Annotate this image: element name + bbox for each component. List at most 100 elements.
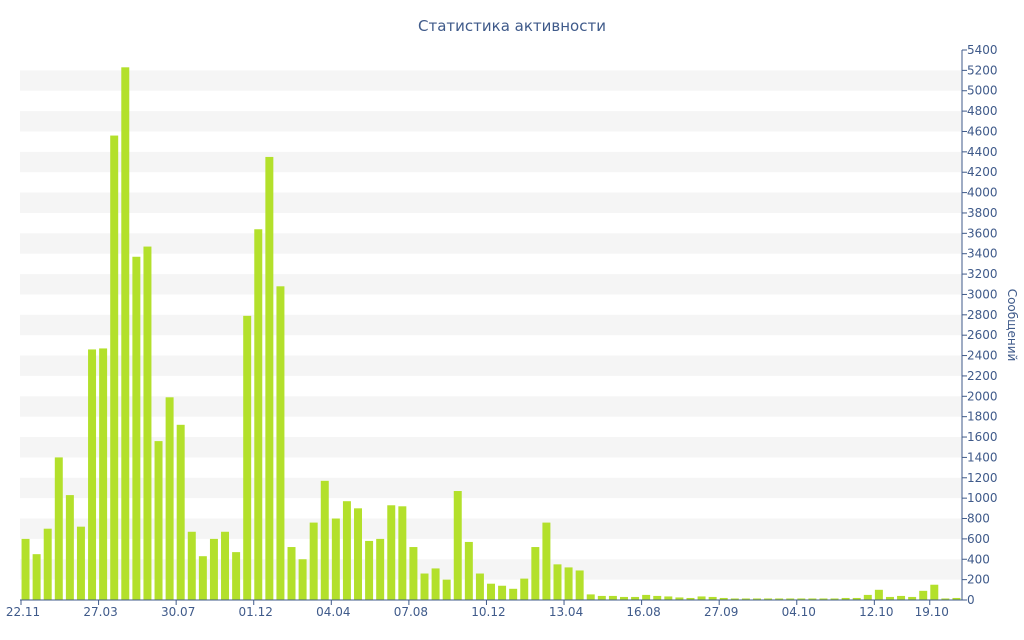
bar[interactable]	[863, 594, 872, 600]
bar[interactable]	[542, 522, 551, 600]
bar[interactable]	[464, 541, 473, 600]
bar[interactable]	[243, 315, 252, 600]
y-tick-label: 1200	[967, 471, 998, 485]
y-tick-label: 3600	[967, 226, 998, 240]
bar[interactable]	[320, 480, 329, 600]
bar[interactable]	[819, 598, 828, 600]
bar[interactable]	[874, 589, 883, 600]
bar[interactable]	[830, 598, 839, 600]
bar[interactable]	[775, 598, 784, 600]
bar[interactable]	[930, 584, 939, 600]
bar[interactable]	[298, 559, 307, 600]
bar[interactable]	[65, 495, 74, 600]
bar[interactable]	[653, 595, 662, 600]
bar[interactable]	[32, 554, 41, 600]
bar[interactable]	[575, 570, 584, 600]
bar[interactable]	[553, 564, 562, 600]
bar[interactable]	[132, 256, 141, 600]
bar[interactable]	[143, 246, 152, 600]
bar[interactable]	[730, 598, 739, 600]
bar[interactable]	[620, 596, 628, 600]
bar[interactable]	[209, 538, 218, 600]
bar[interactable]	[642, 594, 651, 600]
bar[interactable]	[531, 547, 540, 600]
bar[interactable]	[487, 583, 495, 600]
bar[interactable]	[165, 397, 174, 600]
bar[interactable]	[287, 547, 296, 600]
bar[interactable]	[54, 457, 63, 600]
bar[interactable]	[597, 595, 606, 600]
bar[interactable]	[498, 585, 507, 600]
bar[interactable]	[121, 67, 130, 600]
bar[interactable]	[409, 547, 418, 600]
bar[interactable]	[708, 596, 717, 600]
bar[interactable]	[187, 531, 196, 600]
bar[interactable]	[941, 598, 950, 600]
bar[interactable]	[176, 424, 185, 600]
bar[interactable]	[198, 556, 207, 600]
bar[interactable]	[852, 597, 861, 600]
bar[interactable]	[88, 349, 97, 600]
chart-title: Статистика активности	[418, 17, 606, 35]
bar[interactable]	[398, 506, 407, 600]
bar[interactable]	[21, 538, 30, 600]
bar[interactable]	[686, 597, 695, 600]
bar[interactable]	[221, 531, 230, 600]
bar[interactable]	[431, 568, 440, 600]
bar[interactable]	[808, 598, 817, 600]
y-tick-label: 800	[967, 512, 990, 526]
y-tick-label: 3800	[967, 206, 998, 220]
bar[interactable]	[265, 156, 274, 600]
bar[interactable]	[786, 598, 795, 600]
bar[interactable]	[608, 595, 617, 600]
bar[interactable]	[586, 594, 595, 600]
bar[interactable]	[741, 598, 750, 600]
bar[interactable]	[841, 597, 850, 600]
y-tick-label: 3400	[967, 247, 998, 261]
bar[interactable]	[453, 491, 462, 600]
bar[interactable]	[520, 578, 529, 600]
y-tick-label: 0	[967, 593, 975, 607]
bar[interactable]	[797, 598, 806, 600]
bar[interactable]	[509, 588, 518, 600]
x-tick-label: 22.11	[6, 605, 40, 619]
x-tick-label: 04.10	[782, 605, 816, 619]
bar[interactable]	[232, 552, 241, 600]
bar[interactable]	[631, 596, 640, 600]
bar[interactable]	[354, 508, 362, 600]
bar[interactable]	[752, 598, 761, 600]
bar[interactable]	[475, 573, 484, 600]
bar[interactable]	[43, 528, 52, 600]
y-tick-label: 1800	[967, 410, 998, 424]
bar[interactable]	[365, 540, 374, 600]
bar[interactable]	[675, 597, 684, 600]
bar[interactable]	[664, 596, 673, 600]
bar[interactable]	[764, 598, 773, 600]
bar[interactable]	[919, 590, 928, 600]
bar[interactable]	[564, 567, 573, 600]
y-axis: 0 200 400 600 800 1000 1200 1400 1600 1800 2000 220…	[961, 43, 998, 607]
y-axis-label: Сообщений	[1005, 289, 1019, 362]
bar[interactable]	[420, 573, 429, 600]
y-tick-label: 2400	[967, 349, 998, 363]
bar[interactable]	[99, 348, 108, 600]
bar[interactable]	[442, 579, 451, 600]
bar[interactable]	[76, 526, 85, 600]
y-tick-label: 400	[967, 552, 990, 566]
bar[interactable]	[719, 597, 728, 600]
bar[interactable]	[376, 538, 385, 600]
grid-band	[20, 233, 962, 254]
bar[interactable]	[387, 505, 396, 600]
bar[interactable]	[342, 501, 351, 600]
bar[interactable]	[952, 597, 961, 600]
bar[interactable]	[309, 522, 318, 600]
bar[interactable]	[254, 229, 263, 600]
bar[interactable]	[908, 596, 917, 600]
bar[interactable]	[885, 596, 894, 600]
bar[interactable]	[110, 135, 119, 600]
bar[interactable]	[897, 595, 906, 600]
bar[interactable]	[697, 596, 706, 600]
bar[interactable]	[154, 441, 163, 600]
bar[interactable]	[276, 286, 285, 600]
bar[interactable]	[331, 518, 340, 600]
